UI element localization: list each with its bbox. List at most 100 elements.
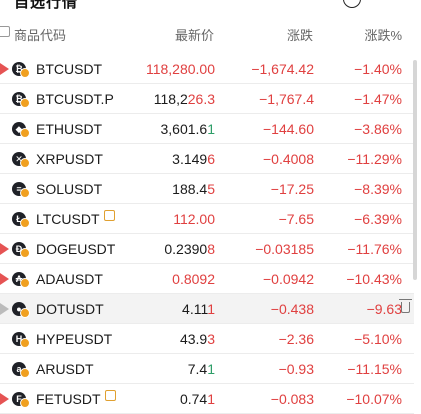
price-tail: 1: [207, 301, 215, 317]
btc-coin-icon: ₿: [12, 92, 30, 108]
price-tail: 112.00: [173, 211, 215, 227]
price-change: −0.083: [270, 391, 314, 407]
price-change: −2.36: [278, 331, 314, 347]
flag-icon[interactable]: [0, 273, 9, 285]
watchlist-title: 自选行情: [14, 0, 79, 11]
price-change-pct: −6.39%: [354, 211, 402, 227]
col-header-price[interactable]: 最新价: [174, 28, 214, 43]
add-circle-icon[interactable]: [343, 0, 361, 8]
price-head: 118,2: [153, 91, 188, 107]
table-row[interactable]: ● DOTUSDT 4.111 −0.438 −9.63: [0, 294, 414, 324]
col-header-change[interactable]: 涨跌: [286, 28, 313, 43]
table-row[interactable]: ₿ BTCUSDT.P 118,226.3 −1,767.4 −1.47%: [0, 84, 414, 114]
fet-coin-icon: F: [12, 392, 30, 408]
price-tail: 1: [207, 121, 215, 137]
table-row[interactable]: H HYPEUSDT 43.93 −2.36 −5.10%: [0, 324, 414, 354]
price-change-pct: −8.39%: [354, 181, 402, 197]
price-head: 3,601.6: [160, 121, 208, 137]
symbol-label: DOTUSDT: [36, 301, 104, 317]
price-tail: 8: [207, 241, 215, 257]
flag-icon[interactable]: [0, 243, 9, 255]
price-change-pct: −11.15%: [347, 361, 402, 377]
col-header-symbol[interactable]: 商品代码: [14, 28, 67, 43]
price-head: 188.4: [172, 181, 208, 197]
symbol-label: SOLUSDT: [36, 181, 103, 197]
symbol-label: ARUSDT: [36, 361, 94, 377]
price-change: −7.65: [278, 211, 314, 227]
scrollbar[interactable]: [413, 60, 417, 280]
price-change: −1,767.4: [259, 91, 314, 107]
price-tail: 6: [207, 151, 215, 167]
price-change: −144.60: [263, 121, 314, 137]
table-row[interactable]: a ARUSDT 7.41 −0.93 −11.15%: [0, 354, 414, 384]
symbol-label: HYPEUSDT: [36, 331, 113, 347]
table-row[interactable]: ≡ SOLUSDT 188.45 −17.25 −8.39%: [0, 174, 414, 204]
table-row[interactable]: ₳ ADAUSDT 0.8092 −0.0942 −10.43%: [0, 264, 414, 294]
last-price: 3.1496: [172, 151, 215, 167]
price-change-pct: −3.86%: [354, 121, 402, 137]
doge-coin-icon: Ð: [12, 242, 30, 258]
price-change: −1,674.42: [251, 61, 314, 77]
last-price: 0.8092: [172, 271, 215, 287]
price-change: −0.93: [278, 361, 314, 377]
ada-coin-icon: ₳: [12, 272, 30, 288]
last-price: 0.23908: [164, 241, 215, 257]
eth-coin-icon: ◆: [12, 122, 30, 138]
price-change-pct: −10.43%: [346, 271, 402, 287]
price-tail: 0.8092: [172, 271, 215, 287]
price-change: −0.4008: [263, 151, 314, 167]
xrp-coin-icon: ✕: [12, 152, 30, 168]
price-change-pct: −11.29%: [347, 151, 402, 167]
symbol-label: LTCUSDT: [36, 211, 100, 227]
symbol-label: XRPUSDT: [36, 151, 103, 167]
last-price: 118,226.3: [154, 91, 215, 107]
table-row[interactable]: Ł LTCUSDT 112.00 −7.65 −6.39%: [0, 204, 414, 234]
last-price: 43.93: [180, 331, 215, 347]
table-row[interactable]: ✕ XRPUSDT 3.1496 −0.4008 −11.29%: [0, 144, 414, 174]
table-row[interactable]: Ð DOGEUSDT 0.23908 −0.03185 −11.76%: [0, 234, 414, 264]
symbol-label: BTCUSDT.P: [36, 91, 114, 107]
table-row[interactable]: ₿ BTCUSDT 118,280.00 −1,674.42 −1.40%: [0, 54, 414, 84]
price-change-pct: −1.47%: [354, 91, 402, 107]
price-change-pct: −11.76%: [347, 241, 402, 257]
btc-coin-icon: ₿: [12, 62, 30, 78]
symbol-label: ADAUSDT: [36, 271, 103, 287]
flag-icon[interactable]: [0, 303, 9, 315]
price-change: −0.0942: [263, 271, 314, 287]
last-price: 0.741: [180, 391, 215, 407]
table-header: 商品代码 最新价 涨跌 涨跌%: [0, 20, 414, 46]
symbol-label: DOGEUSDT: [36, 241, 116, 257]
price-change-pct: −5.10%: [354, 331, 402, 347]
watchlist-table: ₿ BTCUSDT 118,280.00 −1,674.42 −1.40% ₿ BTCUSD…: [0, 54, 414, 414]
last-price: 7.41: [188, 361, 215, 377]
price-head: 0.74: [179, 391, 208, 407]
price-head: 3.149: [172, 151, 208, 167]
last-price: 118,280.00: [146, 61, 215, 77]
flag-icon[interactable]: [0, 393, 9, 405]
edit-note-icon[interactable]: [104, 210, 115, 221]
price-change: −17.25: [270, 181, 314, 197]
price-change-pct: −10.07%: [346, 391, 402, 407]
sol-coin-icon: ≡: [12, 182, 30, 198]
price-head: 7.4: [187, 361, 208, 377]
ltc-coin-icon: Ł: [12, 212, 30, 228]
select-all-icon[interactable]: [0, 26, 10, 37]
edit-note-icon[interactable]: [105, 390, 116, 401]
last-price: 4.111: [182, 301, 215, 317]
symbol-label: FETUSDT: [36, 391, 101, 407]
col-header-change-pct[interactable]: 涨跌%: [364, 28, 402, 43]
watchlist-topbar: 自选行情: [0, 0, 421, 12]
price-tail: 5: [207, 181, 215, 197]
price-head: 43.9: [179, 331, 208, 347]
price-tail: 1: [207, 391, 215, 407]
price-change: −0.03185: [255, 241, 314, 257]
trash-icon[interactable]: [399, 299, 412, 313]
price-tail: 26.3: [187, 91, 215, 107]
dot-coin-icon: ●: [12, 302, 30, 318]
last-price: 3,601.61: [160, 121, 215, 137]
symbol-label: ETHUSDT: [36, 121, 103, 137]
price-change-pct: −1.40%: [354, 61, 402, 77]
table-row[interactable]: ◆ ETHUSDT 3,601.61 −144.60 −3.86%: [0, 114, 414, 144]
flag-icon[interactable]: [0, 63, 9, 75]
price-change: −0.438: [270, 301, 314, 317]
